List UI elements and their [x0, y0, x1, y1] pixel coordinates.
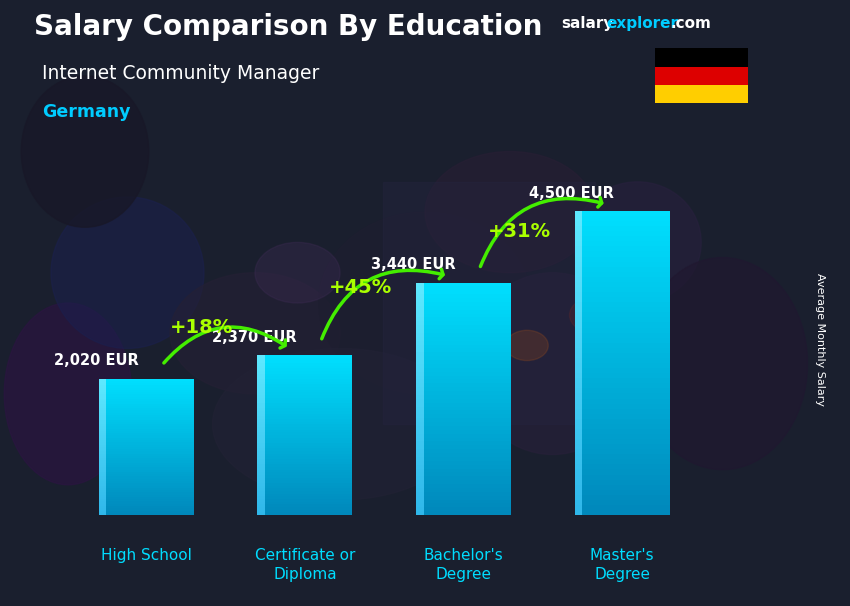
Text: Average Monthly Salary: Average Monthly Salary — [815, 273, 825, 406]
Ellipse shape — [468, 273, 638, 454]
Text: Master's
Degree: Master's Degree — [590, 548, 654, 582]
Text: 4,500 EUR: 4,500 EUR — [530, 186, 615, 201]
Text: 2,020 EUR: 2,020 EUR — [54, 353, 139, 368]
Ellipse shape — [170, 273, 340, 394]
Bar — [654, 48, 748, 67]
Text: Salary Comparison By Education: Salary Comparison By Education — [34, 13, 542, 41]
Ellipse shape — [425, 152, 595, 273]
Text: Internet Community Manager: Internet Community Manager — [42, 64, 320, 82]
Ellipse shape — [506, 330, 548, 361]
Bar — [654, 67, 748, 85]
Ellipse shape — [51, 197, 204, 348]
Text: 3,440 EUR: 3,440 EUR — [371, 258, 456, 273]
Text: Bachelor's
Degree: Bachelor's Degree — [423, 548, 503, 582]
Text: Germany: Germany — [42, 103, 131, 121]
Ellipse shape — [570, 297, 620, 333]
Ellipse shape — [574, 182, 701, 303]
Ellipse shape — [255, 242, 340, 303]
Ellipse shape — [4, 303, 132, 485]
Text: explorer: explorer — [606, 16, 678, 31]
Text: +31%: +31% — [488, 222, 551, 241]
Text: Certificate or
Diploma: Certificate or Diploma — [255, 548, 355, 582]
Text: High School: High School — [101, 548, 191, 562]
Bar — [654, 85, 748, 103]
Ellipse shape — [21, 76, 149, 227]
Ellipse shape — [434, 309, 502, 358]
Text: +45%: +45% — [329, 278, 392, 297]
Ellipse shape — [638, 258, 808, 470]
Text: salary: salary — [561, 16, 614, 31]
Text: +18%: +18% — [170, 318, 234, 338]
Bar — [382, 182, 595, 424]
Ellipse shape — [212, 348, 468, 500]
Text: 2,370 EUR: 2,370 EUR — [212, 330, 297, 345]
Text: .com: .com — [671, 16, 711, 31]
Ellipse shape — [319, 212, 531, 394]
